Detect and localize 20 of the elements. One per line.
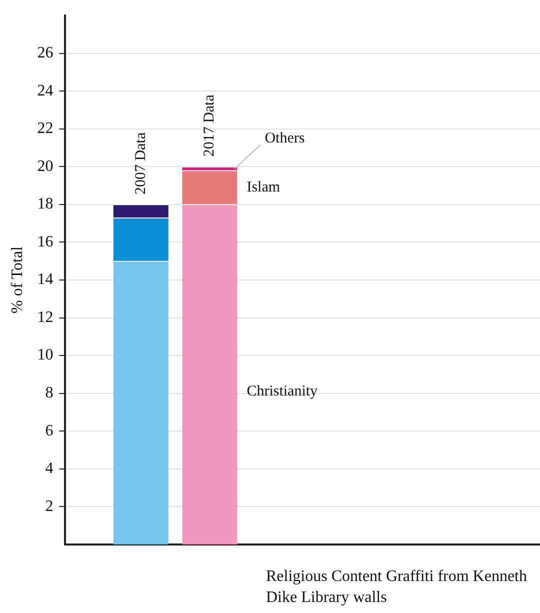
y-tick-label: 18 — [37, 196, 54, 213]
y-axis-title: % of Total — [8, 246, 26, 314]
x-tick-label: 2007 Data — [132, 132, 149, 194]
y-tick-label: 20 — [37, 158, 54, 175]
y-tick-label: 14 — [37, 271, 54, 288]
x-tick-label: 2017 Data — [202, 94, 218, 157]
y-tick-label: 6 — [45, 422, 54, 440]
y-tick-label: 10 — [37, 346, 54, 364]
y-tick-label: 26 — [37, 44, 54, 62]
y-tick-label: 2 — [45, 498, 54, 515]
series-label: Islam — [246, 179, 280, 196]
y-tick-label: 22 — [37, 120, 54, 138]
y-tick-label: 24 — [37, 82, 54, 100]
text: Others — [264, 130, 305, 147]
y-tick-label: 12 — [37, 308, 54, 326]
y-tick-label: 4 — [45, 460, 54, 478]
y-tick-label: 16 — [37, 233, 54, 250]
series-label: Christianity — [246, 383, 318, 400]
y-tick-label: 8 — [45, 384, 54, 402]
x-axis-title: Religious Content Graffiti from Kenneth Dike Library walls — [266, 567, 528, 608]
